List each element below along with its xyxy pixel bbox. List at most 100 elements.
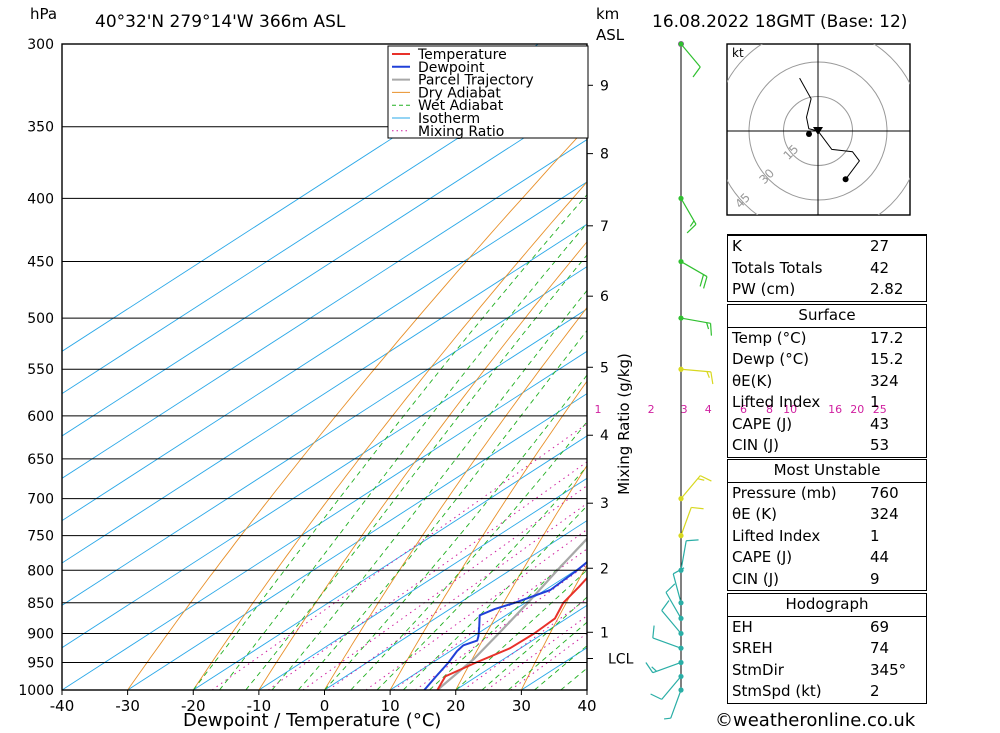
wind-barb-feather <box>699 274 705 287</box>
wet-adiabat-line <box>245 254 587 690</box>
isotherm-line <box>62 44 539 352</box>
mixing-ratio-label: 6 <box>740 403 747 416</box>
panel-row-label: Temp (°C) <box>732 328 807 347</box>
isotherm-line <box>127 393 587 690</box>
panel-row-label: Lifted Index <box>732 526 821 545</box>
website-credit[interactable]: ©weatheronline.co.uk <box>715 710 916 731</box>
panel-row-value: 53 <box>870 436 890 454</box>
km-tick-label: 2 <box>600 561 609 577</box>
panel-row: Totals Totals 42 <box>728 258 926 280</box>
hodograph-storm-motion-icon <box>813 127 823 135</box>
wet-adiabat-line <box>508 621 587 690</box>
pressure-tick-label: 850 <box>27 596 54 612</box>
panel-row-value: 44 <box>870 548 890 566</box>
surface-title: Surface <box>798 306 856 324</box>
pressure-tick-label: 750 <box>27 529 54 545</box>
isotherm-line <box>62 181 587 522</box>
parcel-trajectory-series-line <box>436 537 587 690</box>
mixing-ratio-line <box>415 563 587 690</box>
panel-row-value: 69 <box>870 617 890 636</box>
wind-barb-shaft <box>680 198 697 225</box>
x-tick-label: 20 <box>446 697 465 715</box>
panel-row: CIN (J) 9 <box>728 569 926 591</box>
panel-row-label: PW (cm) <box>732 280 796 298</box>
panel-row: K 27 <box>728 235 926 258</box>
pressure-tick-label: 450 <box>27 255 54 271</box>
legend-entry: Isotherm <box>418 111 480 127</box>
wind-barb-feather <box>706 371 710 378</box>
panel-row-value: 2.82 <box>870 280 904 298</box>
datetime-title: 16.08.2022 18GMT (Base: 12) <box>652 12 908 32</box>
wind-barb-shaft <box>680 507 692 536</box>
pressure-tick-label: 600 <box>27 409 54 425</box>
km-tick-label: 4 <box>600 428 609 444</box>
pressure-unit-label: hPa <box>30 5 58 23</box>
wind-barb-shaft <box>661 610 682 634</box>
dry-adiabat-line <box>127 126 587 690</box>
km-tick-label: 9 <box>600 78 609 94</box>
mixing-ratio-label: 3 <box>681 403 688 416</box>
km-label: km <box>596 5 620 23</box>
panel-row-label: θE (K) <box>732 505 777 523</box>
panel-row-value: 324 <box>870 505 899 523</box>
km-tick-label: 8 <box>600 147 609 163</box>
wet-adiabat-line <box>376 465 587 690</box>
hodograph-panel: Hodograph EH 69 SREH 74 StmDir 345° StmSpd (kt… <box>727 593 927 704</box>
wind-barb-shaft <box>670 689 682 719</box>
panel-row-value: 42 <box>870 258 890 277</box>
most-unstable-title: Most Unstable <box>773 461 881 479</box>
x-tick-label: 30 <box>512 697 531 715</box>
pressure-tick-label: 300 <box>27 37 54 53</box>
isotherm-line <box>62 96 587 437</box>
wind-barb-shaft <box>661 676 682 700</box>
panel-row: SREH 74 <box>728 638 926 660</box>
hodograph-storm-marker <box>806 131 812 137</box>
mixing-ratio-line <box>302 485 587 690</box>
isotherm-line <box>389 562 587 690</box>
km-tick-label: 5 <box>600 360 609 376</box>
isotherm-line <box>258 477 587 690</box>
pressure-tick-label: 500 <box>27 311 54 327</box>
panel-row-label: Totals Totals <box>732 258 823 277</box>
x-tick-label: -30 <box>115 697 140 715</box>
panel-row: EH 69 <box>728 615 926 639</box>
pressure-tick-label: 1000 <box>18 683 54 699</box>
isotherm-line <box>62 139 587 479</box>
legend-entry: Dry Adiabat <box>418 85 501 101</box>
wind-barb-shaft <box>680 368 711 373</box>
wind-barb-feather <box>703 276 708 289</box>
wind-barb-feather <box>697 478 705 481</box>
panel-row-label: StmSpd (kt) <box>732 682 822 700</box>
wind-barb-feather <box>709 323 713 336</box>
mixing-ratio-label: 2 <box>648 403 655 416</box>
wind-barb-feather <box>710 371 714 385</box>
x-tick-label: -10 <box>247 697 272 715</box>
wet-adiabat-line <box>481 596 587 690</box>
panel-row-value: 43 <box>870 414 890 433</box>
legend-entry: Dewpoint <box>418 60 485 76</box>
wind-barb-feather <box>652 625 655 638</box>
mixing-ratio-line <box>365 528 587 690</box>
panel-row: Pressure (mb) 760 <box>728 481 926 505</box>
panel-row: CIN (J) 53 <box>728 435 926 457</box>
dry-adiabat-line <box>258 241 587 690</box>
wind-barb-shaft <box>680 261 708 278</box>
wind-barb-shaft <box>652 637 682 649</box>
most-unstable-panel: Most Unstable Pressure (mb) 760 θE (K) 324 L… <box>727 459 927 591</box>
hodograph-track-end <box>842 176 849 183</box>
mixing-ratio-label: 16 <box>828 403 842 416</box>
dry-adiabat-line <box>192 181 587 690</box>
panel-row: PW (cm) 2.82 <box>728 279 926 301</box>
indices-panel: K 27 Totals Totals 42 PW (cm) 2.82 <box>727 234 927 302</box>
hodograph-unit-label: kt <box>732 46 744 60</box>
wind-barb-shaft <box>680 43 701 68</box>
wind-barb-feather <box>692 66 701 78</box>
asl-label: ASL <box>596 26 625 44</box>
wind-barb-shaft <box>680 317 711 324</box>
wind-barb-feather <box>706 322 710 330</box>
dry-adiabat-line <box>981 44 1000 690</box>
panel-row-label: Pressure (mb) <box>732 483 837 502</box>
panel-row-label: K <box>732 237 742 255</box>
wet-adiabat-line <box>271 289 587 690</box>
x-tick-label: -20 <box>181 697 206 715</box>
